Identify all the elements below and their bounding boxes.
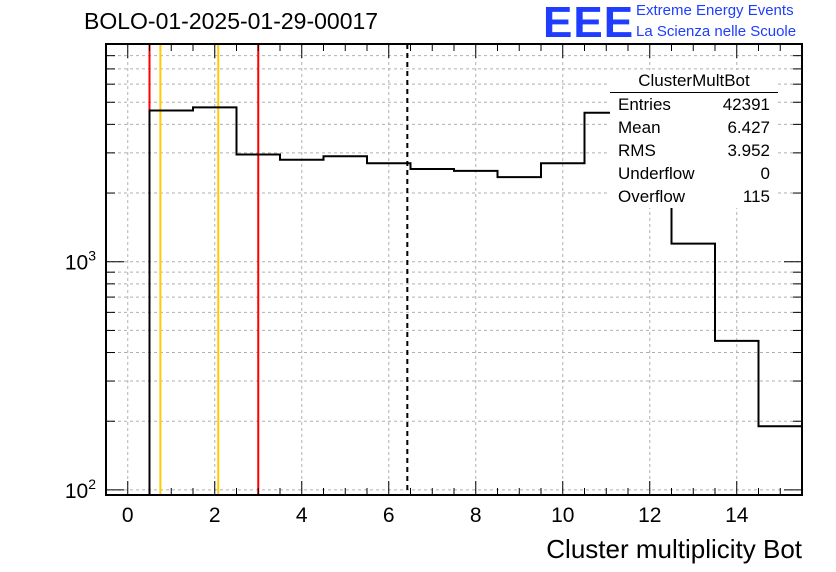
- x-axis-label: Cluster multiplicity Bot: [546, 534, 802, 564]
- run-title: BOLO-01-2025-01-29-00017: [84, 8, 379, 34]
- stats-row-underflow: Underflow 0: [610, 162, 778, 185]
- stats-label: Mean: [618, 118, 661, 137]
- stats-label: Overflow: [618, 187, 686, 206]
- stats-label: Underflow: [618, 164, 695, 183]
- y-tick-label: 103: [65, 248, 96, 275]
- axis-ticks: [105, 43, 803, 495]
- eee-logo: EEE: [543, 0, 635, 47]
- x-tick-label: 10: [551, 504, 574, 527]
- stats-row-mean: Mean 6.427: [610, 116, 778, 139]
- stats-label: Entries: [618, 95, 671, 114]
- x-tick-label: 2: [209, 504, 221, 527]
- stats-value: 42391: [722, 95, 770, 114]
- x-tick-label: 0: [122, 504, 134, 527]
- histogram-series: [148, 106, 802, 495]
- x-tick-label: 14: [725, 504, 749, 527]
- grid: [106, 43, 802, 495]
- x-tick-label: 6: [383, 504, 395, 527]
- stats-row-entries: Entries 42391: [610, 93, 778, 116]
- x-tick-label: 12: [638, 504, 661, 527]
- x-tick-labels: 0 2 4 6 8 10 12 14: [122, 504, 749, 527]
- y-tick-label: 102: [65, 476, 96, 503]
- logo-tagline-1: Extreme Energy Events: [636, 2, 794, 19]
- stats-value: 3.952: [727, 141, 770, 160]
- y-tick-labels: 102 103: [65, 248, 96, 503]
- x-tick-label: 8: [470, 504, 482, 527]
- stats-box: ClusterMultBot Entries 42391 Mean 6.427 …: [610, 70, 778, 208]
- stats-title: ClusterMultBot: [610, 70, 778, 93]
- stats-value: 6.427: [727, 118, 770, 137]
- stats-value: 0: [760, 164, 770, 183]
- stats-row-rms: RMS 3.952: [610, 139, 778, 162]
- x-tick-label: 4: [296, 504, 308, 527]
- logo-tagline-2: La Scienza nelle Scuole: [636, 23, 797, 40]
- stats-value: 115: [742, 187, 770, 206]
- stats-row-overflow: Overflow 115: [610, 185, 778, 208]
- stats-label: RMS: [618, 141, 656, 160]
- marker-lines: [148, 44, 409, 495]
